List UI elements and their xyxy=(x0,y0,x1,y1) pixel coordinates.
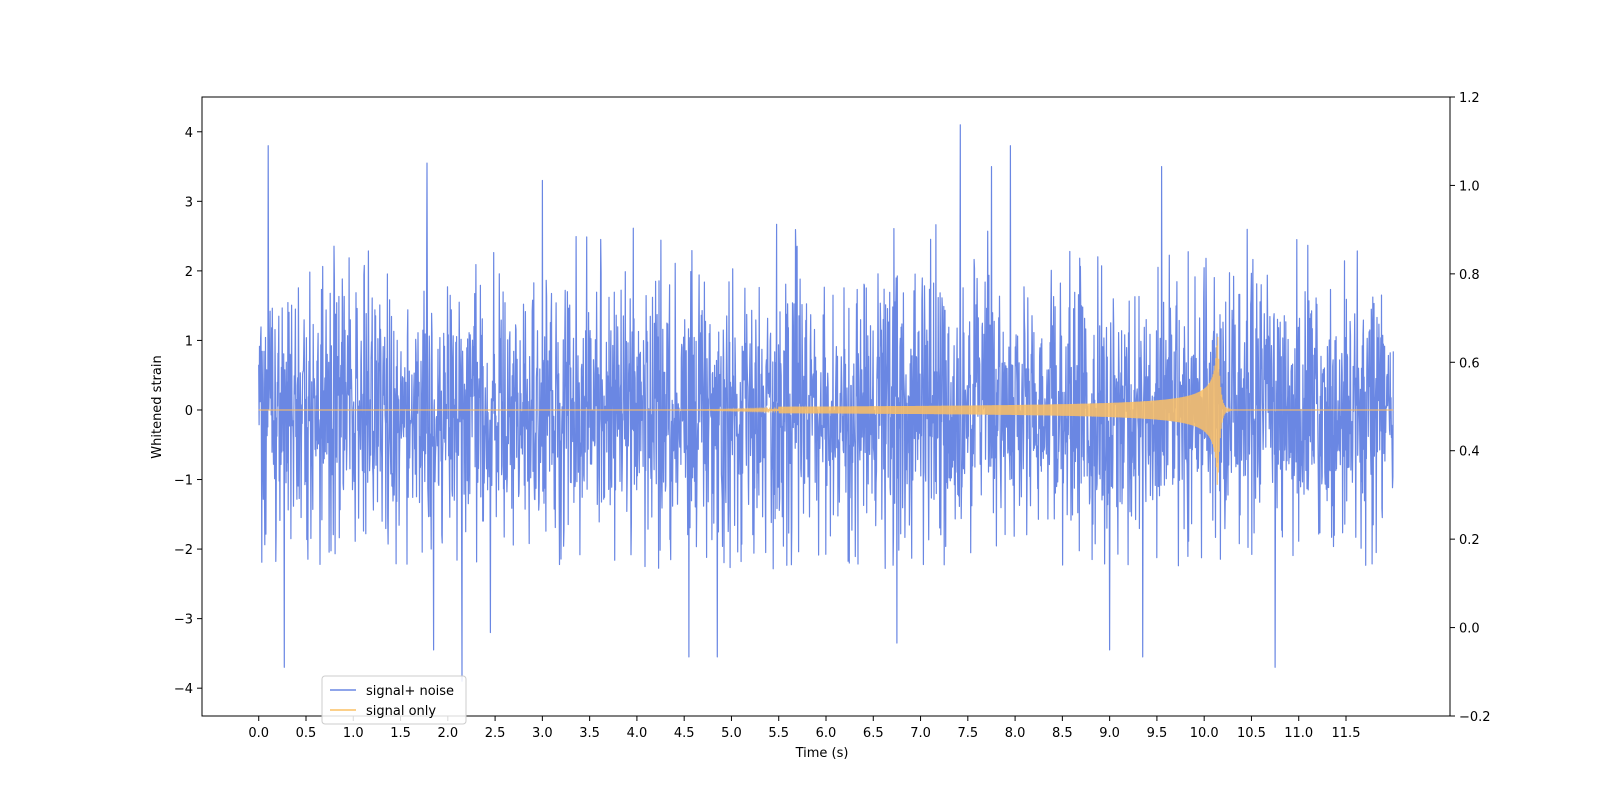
y-tick-label: −2 xyxy=(174,543,193,558)
y-tick-label: 4 xyxy=(185,126,193,141)
series-signal-only xyxy=(258,336,1394,485)
x-tick-label: 7.0 xyxy=(910,726,931,741)
y-axis-title: Whitened strain xyxy=(150,355,165,458)
x-tick-label: 11.5 xyxy=(1332,726,1361,741)
y-tick-label: −3 xyxy=(174,613,193,628)
x-tick-label: 3.5 xyxy=(579,726,600,741)
x-tick-label: 11.0 xyxy=(1284,726,1313,741)
legend-label-signal-noise: signal+ noise xyxy=(366,684,454,699)
y2-tick-label: 1.2 xyxy=(1459,91,1480,106)
y2-tick-label: 1.0 xyxy=(1459,179,1480,194)
y2-tick-label: 0.0 xyxy=(1459,622,1480,637)
x-tick-label: 1.0 xyxy=(343,726,364,741)
y2-tick-label: 0.6 xyxy=(1459,356,1480,371)
x-tick-label: 0.5 xyxy=(296,726,317,741)
x-tick-label: 2.0 xyxy=(437,726,458,741)
y-axis-right: −0.2 0.0 0.2 0.4 0.6 0.8 1.0 1.2 xyxy=(1450,91,1491,725)
y2-tick-label: 0.2 xyxy=(1459,533,1480,548)
x-tick-label: 9.5 xyxy=(1147,726,1168,741)
x-tick-label: 8.0 xyxy=(1005,726,1026,741)
y2-tick-label: 0.4 xyxy=(1459,445,1480,460)
y-tick-label: 1 xyxy=(185,334,193,349)
x-tick-label: 9.0 xyxy=(1099,726,1120,741)
legend-label-signal-only: signal only xyxy=(366,704,436,719)
y2-tick-label: −0.2 xyxy=(1459,710,1491,725)
legend: signal+ noise signal only xyxy=(321,675,467,725)
x-tick-label: 5.0 xyxy=(721,726,742,741)
x-tick-label: 4.0 xyxy=(627,726,648,741)
x-axis-title: Time (s) xyxy=(795,746,849,761)
x-tick-label: 4.5 xyxy=(674,726,695,741)
series-signal-noise xyxy=(258,124,1394,682)
y-tick-label: −1 xyxy=(174,474,193,489)
x-tick-label: 8.5 xyxy=(1052,726,1073,741)
x-tick-label: 6.0 xyxy=(816,726,837,741)
x-tick-label: 10.5 xyxy=(1237,726,1266,741)
y-axis-left: −4 −3 −2 −1 0 1 2 3 4 xyxy=(174,126,202,697)
y-tick-label: 3 xyxy=(185,195,193,210)
plot-data xyxy=(258,124,1394,682)
legend-box xyxy=(321,675,467,725)
x-tick-label: 2.5 xyxy=(485,726,506,741)
x-axis: 0.0 0.5 1.0 1.5 2.0 2.5 3.0 3.5 4.0 4.5 5.0 5.5 6.0 6… xyxy=(248,716,1360,741)
x-tick-label: 0.0 xyxy=(248,726,269,741)
x-tick-label: 10.0 xyxy=(1190,726,1219,741)
x-tick-label: 6.5 xyxy=(863,726,884,741)
y2-tick-label: 0.8 xyxy=(1459,268,1480,283)
x-tick-label: 3.0 xyxy=(532,726,553,741)
y-tick-label: −4 xyxy=(174,682,193,697)
x-tick-label: 5.5 xyxy=(768,726,789,741)
y-tick-label: 2 xyxy=(185,265,193,280)
y-tick-label: 0 xyxy=(185,404,193,419)
x-tick-label: 1.5 xyxy=(390,726,411,741)
x-tick-label: 7.5 xyxy=(957,726,978,741)
